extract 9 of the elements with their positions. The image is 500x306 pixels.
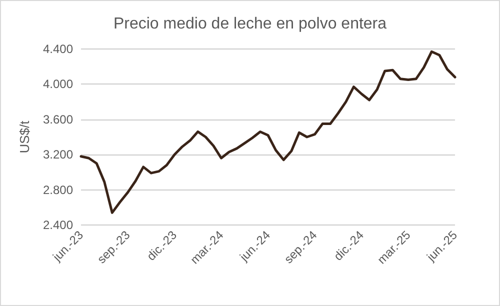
- y-axis-title: US$/t: [17, 120, 32, 154]
- line-series: [80, 50, 456, 214]
- y-tick-label: 3.600: [42, 112, 74, 126]
- y-tick-label: 3.200: [42, 148, 74, 162]
- y-tick-label: 2.400: [42, 218, 74, 232]
- y-tick-label: 2.800: [42, 182, 74, 197]
- chart-title: Precio medio de leche en polvo entera: [113, 16, 387, 32]
- y-tick-label: 4.000: [42, 77, 74, 92]
- y-tick-label: 4.400: [42, 42, 74, 56]
